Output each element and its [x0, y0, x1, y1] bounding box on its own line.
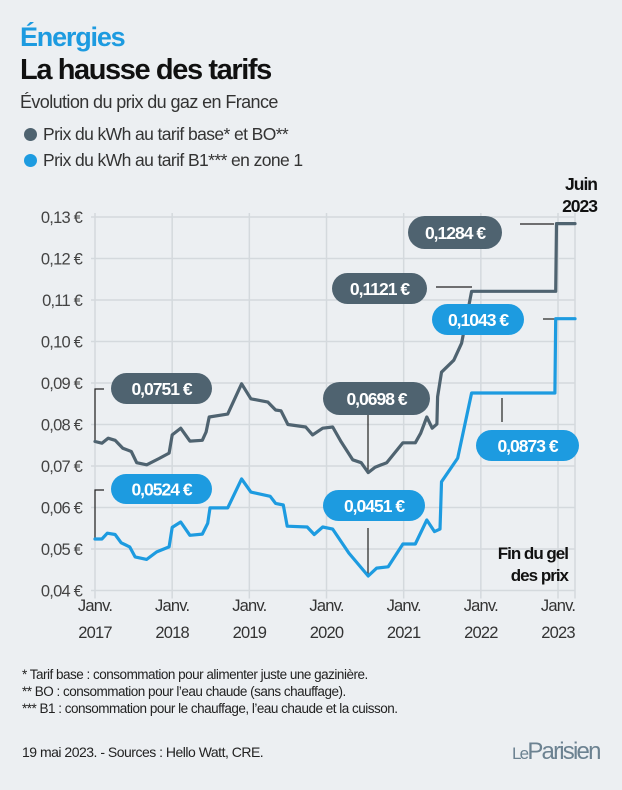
footnote: *** B1 : consommation pour le chauffage,… [22, 701, 398, 716]
x-tick-label: Janv. [232, 597, 266, 615]
x-tick-label: Janv. [387, 597, 421, 615]
callout-box [332, 273, 427, 304]
x-tick-label: Janv. [155, 597, 189, 615]
legend-label: Prix du kWh au tarif B1*** en zone 1 [43, 150, 303, 170]
series-line-b1 [93, 317, 577, 578]
callout-label: 0,0751 € [131, 379, 192, 399]
x-tick-label: Janv. [309, 597, 343, 615]
callout-label: 0,1284 € [425, 223, 486, 243]
series-line-base-bo [93, 222, 577, 475]
callout-box [476, 430, 579, 461]
chart-subtitle: Évolution du prix du gaz en France [20, 92, 278, 112]
x-tick-label: 2023 [541, 624, 575, 642]
leader-line [94, 489, 104, 539]
fin-du-gel-label: Fin du gel [498, 544, 569, 563]
legend-dot-dark-icon [24, 128, 37, 141]
legend-item-base: Prix du kWh au tarif base* et BO** [24, 124, 289, 145]
x-tick-label: 2017 [78, 624, 112, 642]
logo-part: Le [512, 744, 529, 763]
x-tick-label: 2020 [310, 624, 344, 642]
source-line: 19 mai 2023. - Sources : Hello Watt, CRE… [22, 744, 264, 760]
y-tick-label: 0,10 € [41, 334, 83, 352]
le-parisien-logo: LeParisien [512, 738, 601, 766]
x-tick-label: Janv. [464, 597, 498, 615]
footnote: ** BO : consommation pour l’eau chaude (… [22, 684, 346, 699]
y-tick-label: 0,08 € [41, 417, 83, 435]
y-tick-label: 0,05 € [41, 541, 83, 559]
kicker-energies: Énergies [20, 22, 126, 52]
x-tick-label: 2019 [233, 624, 267, 642]
callout-box [111, 474, 212, 504]
fin-du-gel-label: des prix [511, 566, 570, 585]
callout-label: 0,1121 € [350, 279, 410, 299]
juin-label: 2023 [562, 196, 598, 216]
logo-part: Parisien [527, 738, 601, 765]
x-tick-label: 2022 [464, 624, 498, 642]
x-tick-label: 2021 [387, 624, 421, 642]
y-tick-label: 0,07 € [41, 458, 83, 476]
callout-box [432, 304, 524, 335]
y-tick-label: 0,12 € [41, 251, 83, 269]
legend-label: Prix du kWh au tarif base* et BO** [43, 124, 289, 144]
x-tick-label: 2018 [155, 624, 189, 642]
y-tick-label: 0,13 € [41, 209, 83, 227]
callout-box [111, 373, 212, 404]
y-tick-label: 0,04 € [41, 583, 83, 601]
x-tick-label: Janv. [541, 597, 575, 615]
y-tick-label: 0,06 € [41, 500, 83, 518]
callout-label: 0,0451 € [344, 496, 405, 516]
callout-label: 0,0698 € [346, 389, 407, 409]
legend-item-b1: Prix du kWh au tarif B1*** en zone 1 [24, 150, 303, 171]
callout-box [323, 382, 430, 415]
footnote: * Tarif base : consommation pour aliment… [22, 667, 368, 682]
y-tick-label: 0,09 € [41, 375, 83, 393]
callout-label: 0,0524 € [131, 480, 192, 500]
juin-label: Juin [565, 174, 597, 194]
x-tick-label: Janv. [78, 597, 112, 615]
callout-label: 0,0873 € [497, 436, 558, 456]
callout-box [408, 216, 502, 249]
y-tick-label: 0,11 € [42, 292, 82, 310]
callout-box [323, 490, 425, 521]
chart-title: La hausse des tarifs [20, 54, 272, 86]
legend-dot-blue-icon [24, 154, 37, 167]
leader-line [94, 388, 104, 442]
callout-label: 0,1043 € [448, 310, 509, 330]
